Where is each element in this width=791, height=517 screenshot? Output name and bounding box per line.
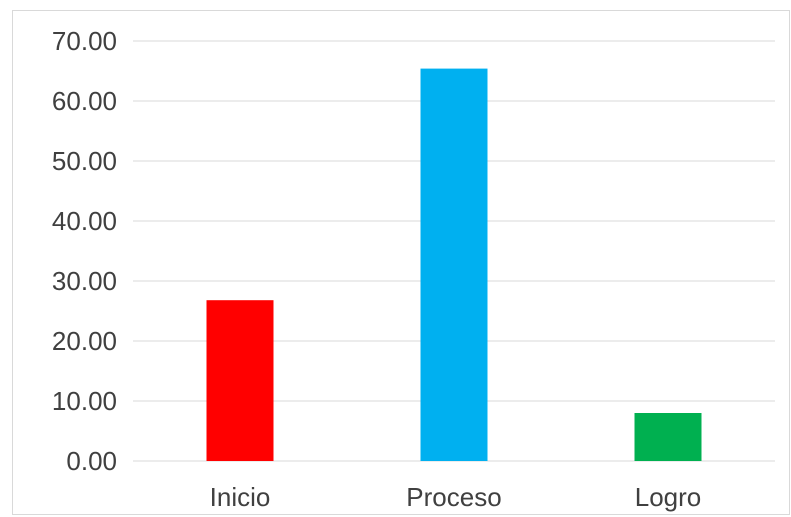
x-category-label: Logro [635, 482, 702, 512]
x-axis-categories: Inicio Proceso Logro [210, 482, 702, 512]
y-tick-label: 0.00 [66, 446, 117, 476]
x-category-label: Inicio [210, 482, 271, 512]
bar-proceso [420, 68, 488, 461]
y-tick-label: 70.00 [52, 26, 117, 56]
y-tick-label: 20.00 [52, 326, 117, 356]
bar-logro [634, 413, 702, 461]
bars [206, 68, 702, 461]
y-tick-label: 30.00 [52, 266, 117, 296]
y-tick-label: 40.00 [52, 206, 117, 236]
y-axis-ticks: 0.00 10.00 20.00 30.00 40.00 50.00 60.00 70.00 [52, 26, 117, 476]
y-tick-label: 50.00 [52, 146, 117, 176]
y-tick-label: 60.00 [52, 86, 117, 116]
x-category-label: Proceso [406, 482, 501, 512]
y-tick-label: 10.00 [52, 386, 117, 416]
bar-inicio [206, 300, 274, 461]
